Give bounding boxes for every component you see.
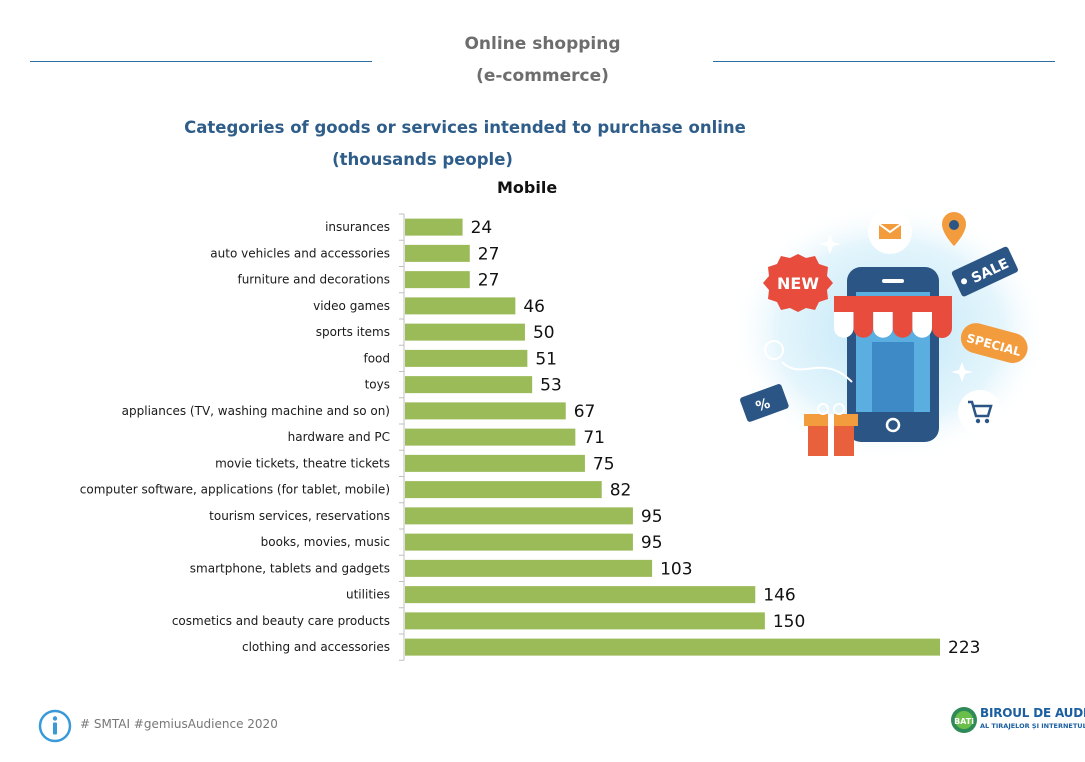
new-badge-text: NEW [777,274,819,293]
bar [405,376,533,394]
bar [405,402,566,420]
category-label: books, movies, music [261,535,390,549]
mail-icon [868,210,912,254]
bar [405,428,576,446]
source-note: # SMTAI #gemiusAudience 2020 [80,717,278,731]
bar [405,481,602,499]
value-label: 95 [641,507,663,527]
brat-logo-badge: BATi [954,717,974,726]
shop-awning-icon [834,296,952,338]
brat-logo-icon: BATi [951,707,977,733]
category-label: toys [365,378,390,392]
header-rule-right [713,61,1055,62]
chart-subtitle: (thousands people) [332,150,513,169]
page-title: Online shopping [464,34,621,54]
value-label: 103 [660,559,692,579]
info-icon [38,709,72,743]
category-label: hardware and PC [288,430,390,444]
category-label: utilities [346,588,390,602]
brat-logo: BATi BIROUL DE AUDIT AL TIRAJELOR ȘI INT… [950,704,1085,738]
bar [405,612,765,630]
gift-box-icon [804,403,858,456]
bar [405,244,470,262]
bar [405,507,633,525]
sparkle-icons [764,234,973,382]
bar [405,638,940,656]
series-label: Mobile [497,178,558,197]
bar [405,349,528,367]
bar [405,533,633,551]
shopping-cart-icon [958,390,1002,434]
value-label: 46 [523,297,545,317]
value-label: 223 [948,638,980,658]
percent-tag-icon: % [740,384,789,422]
value-label: 24 [471,218,493,238]
category-label: video games [313,299,390,313]
category-label: cosmetics and beauty care products [172,614,390,628]
bar [405,297,516,315]
category-label: clothing and accessories [242,640,390,654]
value-label: 71 [583,428,605,448]
category-label: food [363,351,390,365]
bar [405,323,525,341]
value-label: 27 [478,271,500,291]
value-label: 27 [478,244,500,264]
category-label: smartphone, tablets and gadgets [190,561,390,575]
value-label: 67 [574,402,596,422]
category-label: appliances (TV, washing machine and so o… [122,404,390,418]
value-label: 53 [540,376,562,396]
value-label: 146 [763,586,795,606]
category-label: movie tickets, theatre tickets [215,456,390,470]
bar [405,454,585,472]
percent-tag-text: % [754,396,773,416]
phone-icon [847,267,939,442]
category-label: furniture and decorations [237,273,390,287]
category-label: sports items [316,325,390,339]
value-label: 50 [533,323,555,343]
chart-title: Categories of goods or services intended… [184,118,746,137]
category-label: auto vehicles and accessories [210,246,390,260]
value-label: 75 [593,454,615,474]
value-label: 82 [610,481,632,501]
header-rule-left [30,61,372,62]
value-label: 51 [535,349,557,369]
bar [405,218,463,236]
category-label: computer software, applications (for tab… [80,483,390,497]
sale-tag-icon: SALE [951,246,1018,297]
bar [405,586,756,604]
bar-chart: insurances 24 auto vehicles and accessorie… [80,213,980,661]
shopping-illustration: NEW SALE SPECIAL % [730,202,1050,462]
category-label: tourism services, reservations [209,509,390,523]
category-label: insurances [325,220,390,234]
brat-logo-line1: BIROUL DE AUDIT [980,706,1085,720]
bar [405,559,653,577]
new-badge-icon: NEW [763,254,833,312]
brat-logo-line2: AL TIRAJELOR ȘI INTERNETULUI [980,722,1085,730]
page-title-sub: (e-commerce) [476,66,609,86]
value-label: 150 [773,612,805,632]
bar [405,271,470,289]
value-label: 95 [641,533,663,553]
location-pin-icon [942,212,966,246]
curve-decoration [781,361,853,383]
